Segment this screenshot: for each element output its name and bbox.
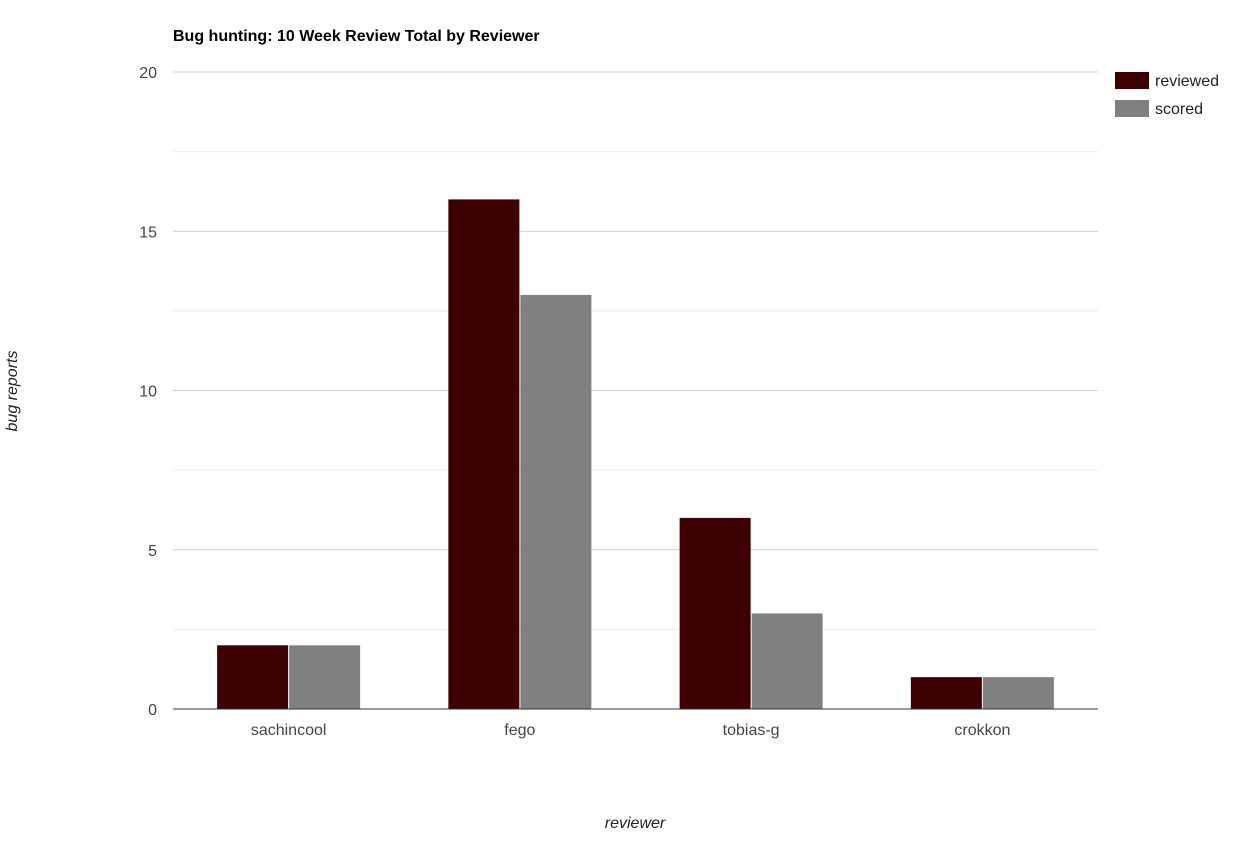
legend-label-scored: scored: [1155, 101, 1203, 118]
legend-swatch-reviewed: [1115, 72, 1149, 89]
bar-scored: [982, 677, 1054, 709]
legend-swatch-scored: [1115, 100, 1149, 117]
bars: [217, 199, 1054, 709]
legend: reviewed scored: [1115, 72, 1219, 118]
x-tick-label: tobias-g: [723, 722, 780, 739]
x-axis-ticks: sachincool fego tobias-g crokkon: [251, 722, 1011, 739]
y-axis-title: bug reports: [4, 351, 21, 432]
bar-scored: [289, 645, 361, 709]
bar-reviewed: [217, 645, 289, 709]
bar-reviewed: [679, 517, 751, 709]
bar-scored: [751, 613, 823, 709]
y-tick-label: 15: [139, 224, 157, 241]
chart-title: Bug hunting: 10 Week Review Total by Rev…: [173, 28, 540, 45]
bar-reviewed: [910, 677, 982, 709]
bar-scored: [520, 294, 592, 709]
y-tick-label: 10: [139, 384, 157, 401]
y-tick-label: 5: [148, 543, 157, 560]
x-tick-label: crokkon: [954, 722, 1010, 739]
y-tick-label: 20: [139, 65, 157, 82]
gridlines: [173, 71, 1098, 630]
x-tick-label: sachincool: [251, 722, 327, 739]
legend-label-reviewed: reviewed: [1155, 73, 1219, 90]
y-axis-ticks: 0 5 10 15 20: [139, 65, 157, 719]
x-axis-title: reviewer: [605, 815, 666, 832]
x-tick-label: fego: [504, 722, 535, 739]
bar-reviewed: [448, 199, 520, 709]
y-tick-label: 0: [148, 702, 157, 719]
